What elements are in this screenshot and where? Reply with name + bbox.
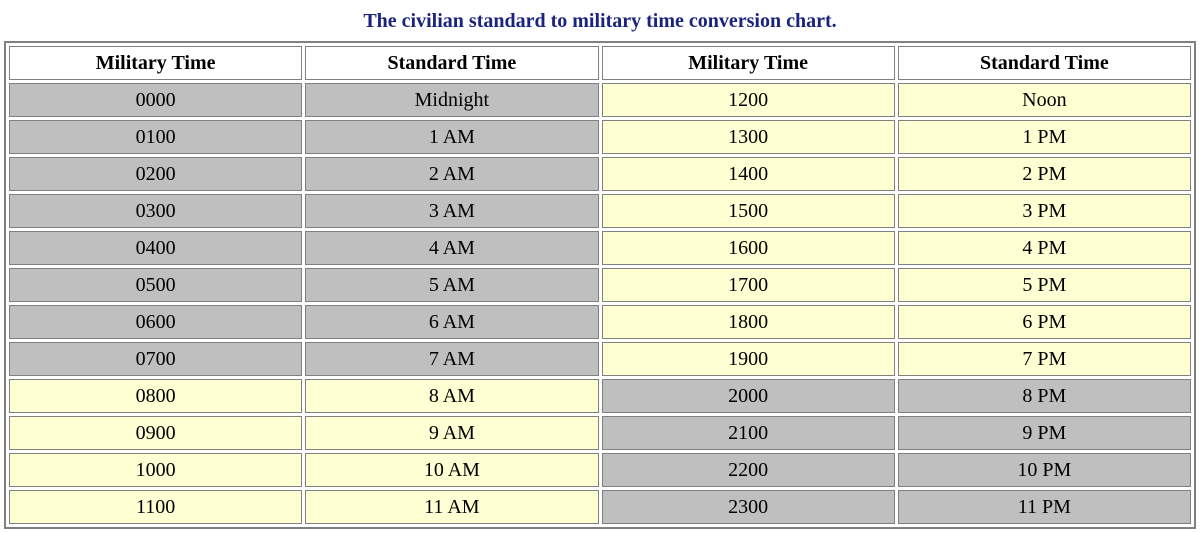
- table-cell: Midnight: [305, 83, 598, 117]
- table-cell: 1100: [9, 490, 302, 524]
- table-cell: 2 PM: [898, 157, 1191, 191]
- col-header-standard-1: Standard Time: [305, 46, 598, 80]
- table-row: 110011 AM230011 PM: [9, 490, 1191, 524]
- table-cell: 1 PM: [898, 120, 1191, 154]
- table-cell: 0900: [9, 416, 302, 450]
- table-cell: 5 PM: [898, 268, 1191, 302]
- table-cell: 6 PM: [898, 305, 1191, 339]
- table-row: 07007 AM19007 PM: [9, 342, 1191, 376]
- table-cell: 2000: [602, 379, 895, 413]
- conversion-table: Military Time Standard Time Military Tim…: [4, 41, 1196, 529]
- table-cell: 9 PM: [898, 416, 1191, 450]
- table-cell: 3 AM: [305, 194, 598, 228]
- col-header-military-2: Military Time: [602, 46, 895, 80]
- table-cell: 0200: [9, 157, 302, 191]
- table-cell: 2300: [602, 490, 895, 524]
- table-cell: 1900: [602, 342, 895, 376]
- table-cell: 6 AM: [305, 305, 598, 339]
- table-cell: 7 AM: [305, 342, 598, 376]
- table-body: 0000Midnight1200Noon01001 AM13001 PM0200…: [9, 83, 1191, 524]
- table-cell: 1400: [602, 157, 895, 191]
- table-cell: 0600: [9, 305, 302, 339]
- table-cell: 10 AM: [305, 453, 598, 487]
- table-cell: 9 AM: [305, 416, 598, 450]
- col-header-standard-2: Standard Time: [898, 46, 1191, 80]
- table-cell: 2 AM: [305, 157, 598, 191]
- table-cell: 1800: [602, 305, 895, 339]
- table-row: 0000Midnight1200Noon: [9, 83, 1191, 117]
- table-row: 04004 AM16004 PM: [9, 231, 1191, 265]
- table-cell: 4 PM: [898, 231, 1191, 265]
- table-row: 08008 AM20008 PM: [9, 379, 1191, 413]
- table-cell: 0700: [9, 342, 302, 376]
- table-cell: 11 PM: [898, 490, 1191, 524]
- table-row: 03003 AM15003 PM: [9, 194, 1191, 228]
- table-row: 01001 AM13001 PM: [9, 120, 1191, 154]
- table-cell: 1300: [602, 120, 895, 154]
- table-cell: 1700: [602, 268, 895, 302]
- header-row: Military Time Standard Time Military Tim…: [9, 46, 1191, 80]
- table-cell: 0000: [9, 83, 302, 117]
- table-row: 100010 AM220010 PM: [9, 453, 1191, 487]
- table-cell: Noon: [898, 83, 1191, 117]
- chart-title: The civilian standard to military time c…: [4, 10, 1196, 33]
- table-cell: 1000: [9, 453, 302, 487]
- table-row: 02002 AM14002 PM: [9, 157, 1191, 191]
- table-cell: 11 AM: [305, 490, 598, 524]
- table-cell: 8 PM: [898, 379, 1191, 413]
- table-cell: 10 PM: [898, 453, 1191, 487]
- table-cell: 0300: [9, 194, 302, 228]
- table-cell: 0500: [9, 268, 302, 302]
- table-cell: 1600: [602, 231, 895, 265]
- table-row: 06006 AM18006 PM: [9, 305, 1191, 339]
- table-cell: 5 AM: [305, 268, 598, 302]
- table-row: 05005 AM17005 PM: [9, 268, 1191, 302]
- table-cell: 1200: [602, 83, 895, 117]
- table-row: 09009 AM21009 PM: [9, 416, 1191, 450]
- col-header-military-1: Military Time: [9, 46, 302, 80]
- table-cell: 2100: [602, 416, 895, 450]
- table-cell: 0400: [9, 231, 302, 265]
- table-cell: 0800: [9, 379, 302, 413]
- table-cell: 0100: [9, 120, 302, 154]
- table-cell: 1 AM: [305, 120, 598, 154]
- table-cell: 3 PM: [898, 194, 1191, 228]
- table-cell: 4 AM: [305, 231, 598, 265]
- table-cell: 1500: [602, 194, 895, 228]
- table-cell: 8 AM: [305, 379, 598, 413]
- table-cell: 2200: [602, 453, 895, 487]
- table-cell: 7 PM: [898, 342, 1191, 376]
